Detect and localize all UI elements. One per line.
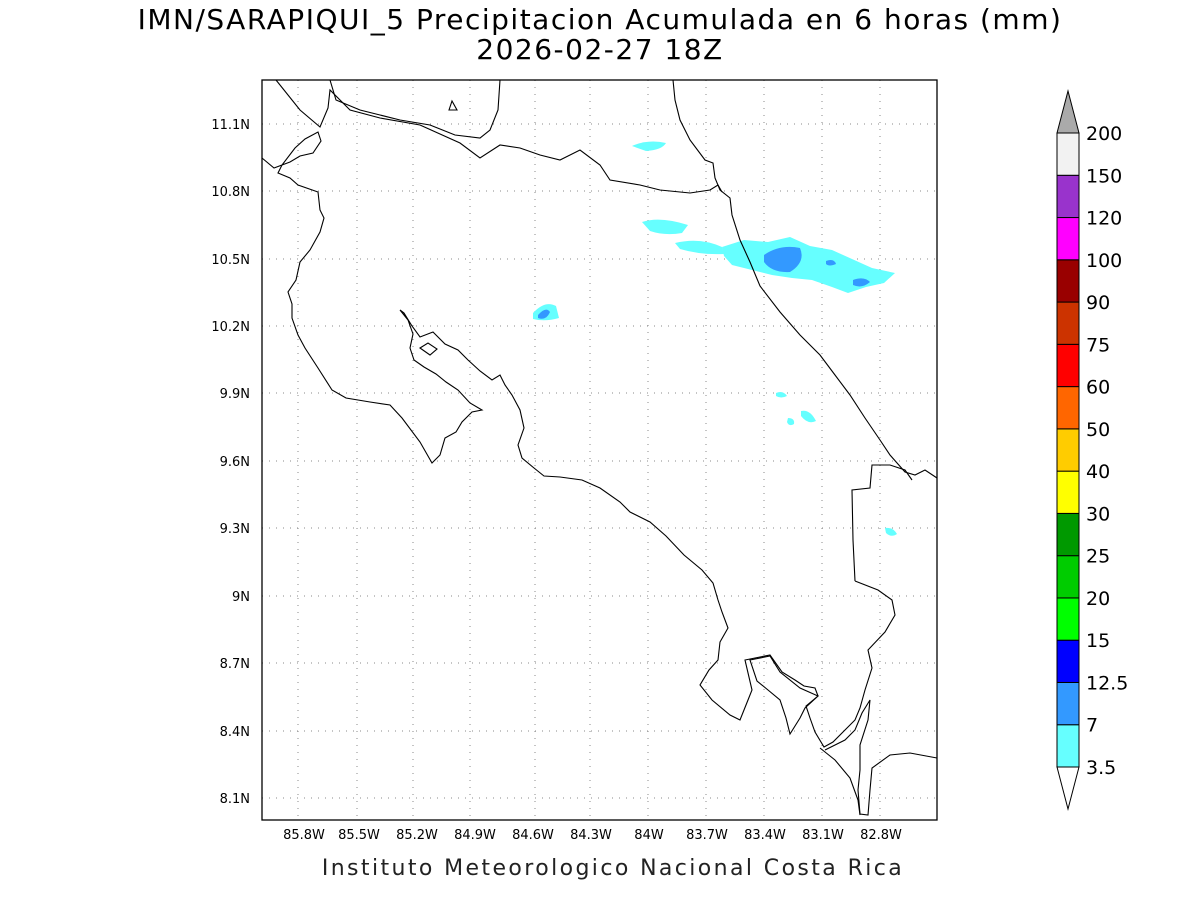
panama-border [851, 464, 913, 582]
precip-area-7 [538, 309, 550, 319]
colorbar-swatch [1056, 724, 1080, 768]
precip-area-3.5 [675, 240, 724, 255]
map-title: IMN/SARAPIQUI_5 Precipitacion Acumulada … [137, 3, 1063, 36]
colorbar-label: 30 [1086, 503, 1110, 525]
lat-tick-label: 8.7N [220, 657, 250, 672]
burica-peninsula [824, 699, 938, 816]
colorbar-label: 25 [1086, 546, 1110, 568]
lon-tick-label: 83.4W [744, 828, 786, 843]
colorbar-swatch [1056, 555, 1080, 599]
nicaragua-border [275, 79, 723, 194]
precip-area-7 [764, 246, 802, 273]
colorbar-swatch [1056, 470, 1080, 514]
lake-nicaragua-shore [329, 79, 501, 139]
colorbar-label: 100 [1086, 250, 1122, 272]
lon-tick-label: 82.8W [860, 828, 902, 843]
lon-tick-label: 83.7W [686, 828, 728, 843]
lat-tick-label: 9.3N [220, 522, 250, 537]
map-frame [261, 79, 938, 821]
lat-tick-label: 9N [232, 590, 250, 605]
institution-footer: Instituto Meteorologico Nacional Costa R… [321, 856, 905, 881]
colorbar-label: 120 [1086, 208, 1122, 230]
lon-tick-label: 84.9W [454, 828, 496, 843]
precip-area-3.5 [787, 418, 795, 426]
precip-area-3.5 [722, 237, 895, 293]
colorbar-lower-arrow [1056, 766, 1080, 811]
lat-tick-label: 10.8N [211, 185, 250, 200]
osa-peninsula [749, 655, 819, 736]
colorbar-swatch [1056, 132, 1080, 176]
precip-area-3.5 [776, 392, 787, 398]
colorbar-swatch [1056, 639, 1080, 683]
colorbar-label: 20 [1086, 588, 1110, 610]
precip-area-7 [853, 278, 870, 287]
colorbar: 3.5 7 12.5 15 20 25 30 40 50 60 75 90 100 120 150 200 [1056, 89, 1128, 811]
precip-area-3.5 [885, 527, 897, 536]
lat-tick-label: 10.5N [211, 253, 250, 268]
colorbar-label: 75 [1086, 334, 1110, 356]
southern-coast [819, 747, 861, 816]
colorbar-swatch [1056, 386, 1080, 430]
lat-tick-label: 8.4N [220, 725, 250, 740]
lat-tick-label: 9.9N [220, 387, 250, 402]
lon-tick-label: 83.1W [802, 828, 844, 843]
lat-tick-label: 11.1N [211, 118, 250, 133]
colorbar-swatch [1056, 681, 1080, 726]
colorbar-swatch [1056, 259, 1080, 303]
map-subtitle: 2026-02-27 18Z [476, 33, 724, 66]
colorbar-label: 60 [1086, 377, 1110, 399]
colorbar-label: 90 [1086, 292, 1110, 314]
colorbar-swatch [1056, 174, 1080, 219]
gulf-island [419, 342, 438, 356]
colorbar-swatch [1056, 217, 1080, 261]
lon-tick-label: 84.6W [512, 828, 554, 843]
colorbar-label: 150 [1086, 165, 1122, 187]
colorbar-label: 200 [1086, 123, 1122, 145]
precip-area-3.5 [642, 219, 688, 235]
lon-tick-label: 84.3W [570, 828, 612, 843]
pacific-coast [261, 131, 896, 748]
map-grid [262, 80, 937, 820]
lat-axis: 8.1N 8.4N 8.7N 9N 9.3N 9.6N 9.9N 10.2N 1… [211, 118, 250, 807]
precip-area-3.5 [801, 410, 816, 423]
caribbean-coast [672, 79, 938, 479]
colorbar-swatch [1056, 343, 1080, 388]
precipitation-shading [533, 141, 897, 536]
lat-tick-label: 10.2N [211, 320, 250, 335]
lon-tick-label: 84W [634, 828, 664, 843]
coastline [261, 79, 938, 816]
precip-area-7 [826, 260, 836, 266]
colorbar-label: 15 [1086, 630, 1110, 652]
colorbar-swatch [1056, 597, 1080, 641]
colorbar-swatch [1056, 428, 1080, 472]
colorbar-swatch [1056, 301, 1080, 345]
lat-tick-label: 9.6N [220, 455, 250, 470]
precip-area-3.5 [632, 141, 666, 151]
lake-island [448, 99, 458, 111]
lon-tick-label: 85.5W [338, 828, 380, 843]
colorbar-label: 3.5 [1086, 757, 1116, 779]
colorbar-upper-arrow [1056, 89, 1080, 134]
lat-tick-label: 8.1N [220, 792, 250, 807]
colorbar-label: 40 [1086, 461, 1110, 483]
colorbar-label: 7 [1086, 715, 1098, 737]
lon-tick-label: 85.8W [283, 828, 325, 843]
lon-tick-label: 85.2W [396, 828, 438, 843]
lon-axis: 85.8W 85.5W 85.2W 84.9W 84.6W 84.3W 84W … [283, 828, 902, 843]
colorbar-label: 50 [1086, 419, 1110, 441]
colorbar-label: 12.5 [1086, 672, 1128, 694]
colorbar-swatch [1056, 512, 1080, 557]
